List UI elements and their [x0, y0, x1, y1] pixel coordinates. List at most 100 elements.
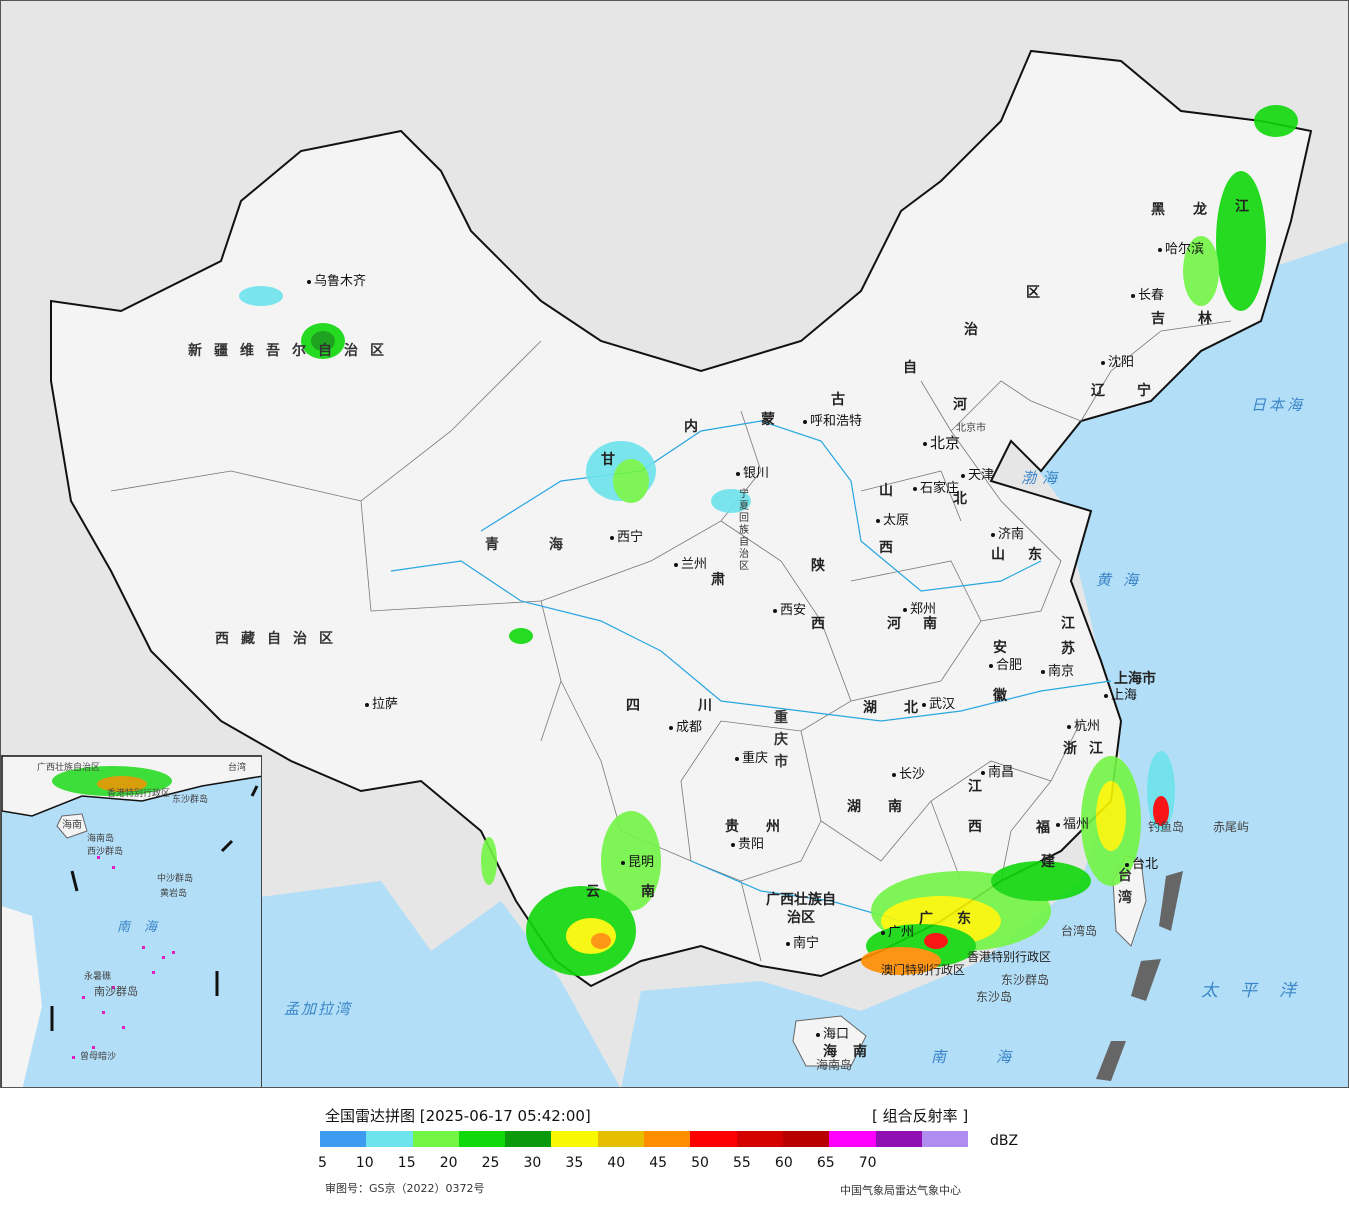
- province-lin: 林: [1198, 311, 1212, 327]
- legend-tick-label: 5: [318, 1155, 327, 1171]
- color-swatch: [736, 1131, 783, 1147]
- legend-tick-label: 40: [607, 1155, 626, 1171]
- city-shanghai: 上海: [1104, 684, 1137, 703]
- island-dongsha-group: 东沙群岛: [1001, 973, 1050, 987]
- province-jiang2: 江: [1089, 741, 1103, 757]
- province-yun: 云: [586, 884, 600, 900]
- province-nan: 南: [641, 884, 655, 900]
- inset-label-zhongsha: 中沙群岛: [157, 874, 194, 884]
- city-chengdu: 成都: [669, 716, 702, 735]
- legend-tick-label: 65: [816, 1155, 835, 1171]
- province-su2: 苏: [1061, 641, 1075, 657]
- sea-bengal: 孟加拉湾: [284, 1000, 353, 1018]
- color-swatch: [829, 1131, 876, 1147]
- province-chuan: 川: [698, 698, 712, 714]
- province-taiwan: 台湾: [1118, 868, 1132, 906]
- province-shan-dong1: 山: [991, 547, 1005, 563]
- inset-label-zengmu: 曾母暗沙: [80, 1052, 117, 1062]
- sea-south-china: 南海: [931, 1048, 1062, 1066]
- province-long: 龙: [1193, 202, 1207, 218]
- city-harbin: 哈尔滨: [1158, 238, 1204, 257]
- province-zi: 自: [903, 360, 917, 376]
- province-hei: 黑: [1151, 202, 1165, 218]
- city-changsha: 长沙: [892, 763, 925, 782]
- province-zhe: 浙: [1063, 741, 1077, 757]
- legend-tick-label: 55: [733, 1155, 751, 1171]
- inset-label-yongshu: 永暑礁: [84, 972, 112, 982]
- province-fu: 福: [1036, 820, 1050, 836]
- province-bei1: 北: [904, 700, 918, 716]
- province-nan2: 南: [888, 799, 902, 815]
- province-dong2: 东: [957, 911, 971, 927]
- province-xizang: 西藏自治区: [215, 631, 345, 647]
- color-swatch: [320, 1131, 367, 1147]
- radar-map: 新疆维吾尔自治区 西藏自治区 青海 甘 肃 内 蒙 古 自 治 区 四 川 云 …: [0, 0, 1349, 1088]
- legend-tick-label: 60: [774, 1155, 793, 1171]
- city-changchun: 长春: [1131, 284, 1164, 303]
- color-swatch: [412, 1131, 459, 1147]
- city-guangzhou: 广州: [881, 921, 914, 940]
- legend-title: 全国雷达拼图 [2025-06-17 05:42:00]: [325, 1107, 591, 1125]
- city-guiyang: 贵阳: [731, 833, 764, 852]
- province-nan4: 南: [853, 1044, 867, 1060]
- city-shijiazhuang: 石家庄: [913, 477, 959, 496]
- inset-sea-label: 南海: [117, 920, 172, 935]
- province-an: 安: [993, 640, 1007, 656]
- color-swatch: [366, 1131, 413, 1147]
- province-he2: 河: [887, 616, 901, 632]
- province-jiang1: 江: [968, 779, 982, 795]
- label-beijing-municipality: 北京市: [956, 423, 986, 434]
- color-swatch: [921, 1131, 969, 1147]
- city-hohhot: 呼和浩特: [803, 410, 862, 429]
- inset-label-xisha: 西沙群岛: [87, 847, 124, 857]
- inset-label-hongkong: 香港特别行政区: [107, 789, 171, 799]
- province-zhi: 治: [964, 322, 978, 338]
- sea-bohai: 渤海: [1021, 469, 1064, 487]
- legend-tick-label: 50: [691, 1155, 709, 1171]
- province-meng: 蒙: [761, 412, 775, 428]
- inset-label-guangxi: 广西壮族自治区: [37, 763, 101, 773]
- city-chongqing: 重庆: [735, 747, 768, 766]
- color-swatch: [597, 1131, 645, 1147]
- province-shanghai: 上海市: [1114, 671, 1156, 687]
- legend-tick-label: 25: [481, 1155, 500, 1171]
- city-yinchuan: 银川: [736, 462, 769, 481]
- province-hongkong: 香港特别行政区: [967, 950, 1052, 964]
- city-tianjin: 天津: [961, 464, 994, 483]
- color-swatch: [505, 1131, 552, 1147]
- city-hangzhou: 杭州: [1067, 715, 1100, 734]
- color-swatch: [690, 1131, 737, 1147]
- province-ji: 吉: [1151, 311, 1165, 327]
- legend-tick-label: 10: [355, 1155, 374, 1171]
- color-swatch: [875, 1131, 922, 1147]
- legend-tick-label: 15: [397, 1155, 416, 1171]
- legend-tick-label: 70: [858, 1155, 877, 1171]
- province-jian: 建: [1041, 854, 1055, 870]
- city-haikou: 海口: [816, 1023, 849, 1042]
- sea-pacific: 太平洋: [1201, 981, 1318, 1001]
- city-wuhan: 武汉: [922, 693, 955, 712]
- province-su: 肃: [711, 572, 725, 588]
- city-nanning: 南宁: [786, 932, 819, 951]
- legend-unit: dBZ: [990, 1133, 1019, 1149]
- legend-tick-label: 45: [649, 1155, 668, 1171]
- province-hu1: 湖: [863, 700, 877, 716]
- province-hui: 徽: [993, 688, 1007, 704]
- island-hainan: 海南岛: [816, 1058, 853, 1072]
- city-xian: 西安: [773, 599, 806, 618]
- city-zhengzhou: 郑州: [903, 598, 936, 617]
- city-shenyang: 沈阳: [1101, 351, 1134, 370]
- city-nanchang: 南昌: [981, 761, 1014, 780]
- city-taipei: 台北: [1125, 853, 1158, 872]
- inset-label-huangyan: 黄岩岛: [160, 889, 188, 899]
- province-xinjiang: 新疆维吾尔自治区: [188, 343, 396, 359]
- province-qinghai: 青海: [485, 537, 613, 553]
- data-source: 中国气象局雷达气象中心: [840, 1184, 961, 1197]
- island-dongsha: 东沙岛: [976, 990, 1013, 1004]
- province-gan: 甘: [601, 452, 615, 468]
- province-xi1: 西: [968, 819, 982, 835]
- province-jiang4: 江: [1235, 199, 1249, 215]
- province-qu: 区: [1026, 285, 1040, 301]
- inset-label-hainan: 海南: [62, 820, 82, 831]
- radar-legend: 全国雷达拼图 [2025-06-17 05:42:00] [ 组合反射率 ] d…: [0, 1088, 1349, 1208]
